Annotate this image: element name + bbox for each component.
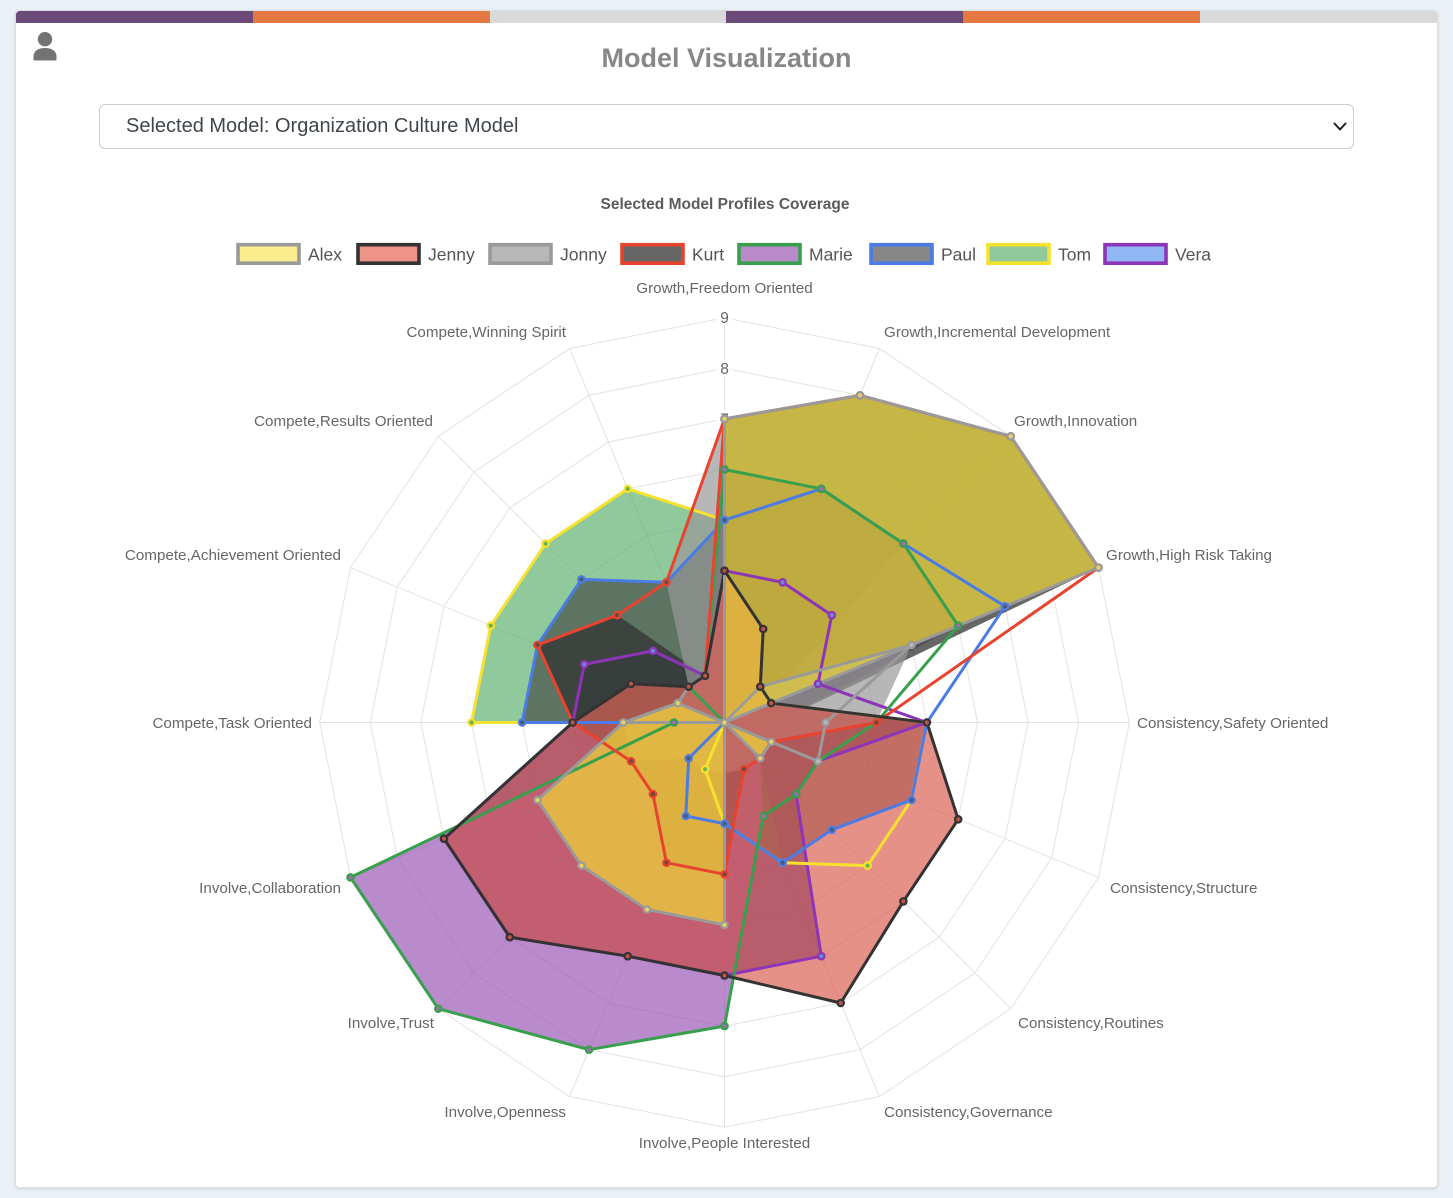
svg-text:Selected Model Profiles Covera: Selected Model Profiles Coverage: [601, 196, 850, 213]
svg-text:Compete,Winning Spirit: Compete,Winning Spirit: [406, 324, 566, 341]
svg-text:Growth,High Risk Taking: Growth,High Risk Taking: [1106, 547, 1272, 564]
svg-text:9: 9: [720, 310, 729, 327]
svg-text:Tom: Tom: [1058, 245, 1091, 265]
svg-text:Growth,Innovation: Growth,Innovation: [1014, 413, 1137, 430]
svg-text:Kurt: Kurt: [692, 245, 724, 265]
svg-text:Paul: Paul: [941, 245, 976, 265]
svg-text:Involve,Collaboration: Involve,Collaboration: [199, 880, 341, 897]
svg-text:Vera: Vera: [1175, 245, 1211, 265]
svg-text:8: 8: [720, 361, 729, 378]
svg-text:Jenny: Jenny: [428, 245, 475, 265]
svg-text:Involve,Openness: Involve,Openness: [444, 1104, 566, 1121]
svg-text:Alex: Alex: [308, 245, 342, 265]
svg-text:Consistency,Safety Oriented: Consistency,Safety Oriented: [1137, 715, 1328, 732]
svg-text:Consistency,Structure: Consistency,Structure: [1110, 880, 1257, 897]
svg-text:Compete,Results Oriented: Compete,Results Oriented: [254, 413, 433, 430]
svg-text:Jonny: Jonny: [560, 245, 607, 265]
svg-text:Compete,Achievement Oriented: Compete,Achievement Oriented: [125, 547, 341, 564]
svg-text:Growth,Freedom Oriented: Growth,Freedom Oriented: [636, 280, 812, 297]
svg-text:Compete,Task Oriented: Compete,Task Oriented: [152, 715, 312, 732]
svg-text:Involve,People Interested: Involve,People Interested: [639, 1135, 810, 1152]
svg-text:Consistency,Governance: Consistency,Governance: [884, 1104, 1053, 1121]
svg-text:Involve,Trust: Involve,Trust: [348, 1015, 435, 1032]
svg-text:Marie: Marie: [809, 245, 853, 265]
svg-text:Growth,Incremental Development: Growth,Incremental Development: [884, 324, 1111, 341]
svg-text:Consistency,Routines: Consistency,Routines: [1018, 1015, 1164, 1032]
